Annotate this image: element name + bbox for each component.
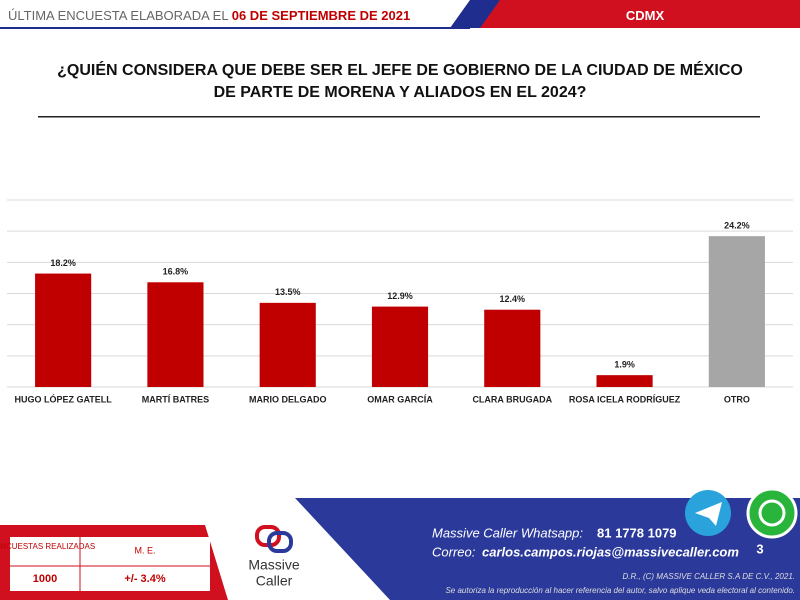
bar: [596, 375, 653, 387]
x-tick-label: HUGO LÓPEZ GATELL: [14, 393, 112, 404]
header-label: ÚLTIMA ENCUESTA ELABORADA EL 06 DE SEPTI…: [8, 8, 410, 23]
logo-bubble: [267, 531, 293, 553]
contact-label: Massive Caller Whatsapp:: [432, 525, 583, 540]
telegram-glyph: [695, 502, 722, 526]
legal: Se autoriza la reproducción al hacer ref…: [445, 586, 795, 595]
legal: D.R., (C) MASSIVE CALLER S.A DE C.V., 20…: [623, 572, 796, 581]
value-label: 16.8%: [163, 267, 189, 277]
value-label: 18.2%: [50, 258, 76, 268]
header-line: [0, 27, 470, 29]
logo-text: Massive: [248, 557, 300, 573]
title-rule: [38, 116, 760, 118]
value-label: 1.9%: [614, 360, 635, 370]
header-region: CDMX: [625, 8, 665, 23]
logo-text: Caller: [256, 573, 293, 589]
table-header: M. E.: [134, 545, 155, 555]
value-label: 12.4%: [500, 294, 526, 304]
table-header: ENCUESTAS REALIZADAS: [0, 542, 95, 551]
x-tick-label: OTRO: [724, 394, 750, 404]
header-date: 06 DE SEPTIEMBRE DE 2021: [231, 8, 411, 23]
chart-title: ¿QUIÉN CONSIDERA QUE DEBE SER EL JEFE DE…: [57, 62, 743, 101]
x-tick-label: CLARA BRUGADA: [472, 394, 552, 404]
bar: [35, 273, 92, 387]
contact-label: Correo:: [432, 544, 476, 559]
table-cell: +/- 3.4%: [124, 573, 165, 585]
x-tick-label: MARTÍ BATRES: [142, 394, 209, 404]
value-label: 12.9%: [387, 291, 413, 301]
value-label: 13.5%: [275, 287, 301, 297]
header-label-text: ÚLTIMA ENCUESTA ELABORADA EL: [8, 8, 229, 23]
table-cell: 1000: [33, 573, 57, 585]
page-number: 3: [756, 541, 763, 556]
x-tick-label: MARIO DELGADO: [249, 394, 327, 404]
x-tick-label: OMAR GARCÍA: [367, 394, 433, 404]
bar: [371, 306, 429, 387]
bar: [259, 302, 316, 387]
whatsapp-glyph: [758, 499, 786, 527]
x-tick-label: ROSA ICELA RODRÍGUEZ: [569, 394, 681, 404]
contact-value: 81 1778 1079: [597, 525, 677, 540]
bar: [484, 309, 541, 387]
table-bg: [10, 537, 210, 591]
header-red: [480, 0, 800, 28]
bar: [147, 282, 204, 387]
whatsapp-icon[interactable]: [746, 487, 798, 539]
bar: [708, 236, 765, 387]
footer-band: [295, 498, 800, 600]
chart: 18.2% HUGO LÓPEZ GATELL 16.8% MARTÍ BATRES 1…: [7, 199, 793, 404]
value-label: 24.2%: [724, 221, 750, 231]
contact-value: carlos.campos.riojas@massivecaller.com: [482, 544, 739, 559]
